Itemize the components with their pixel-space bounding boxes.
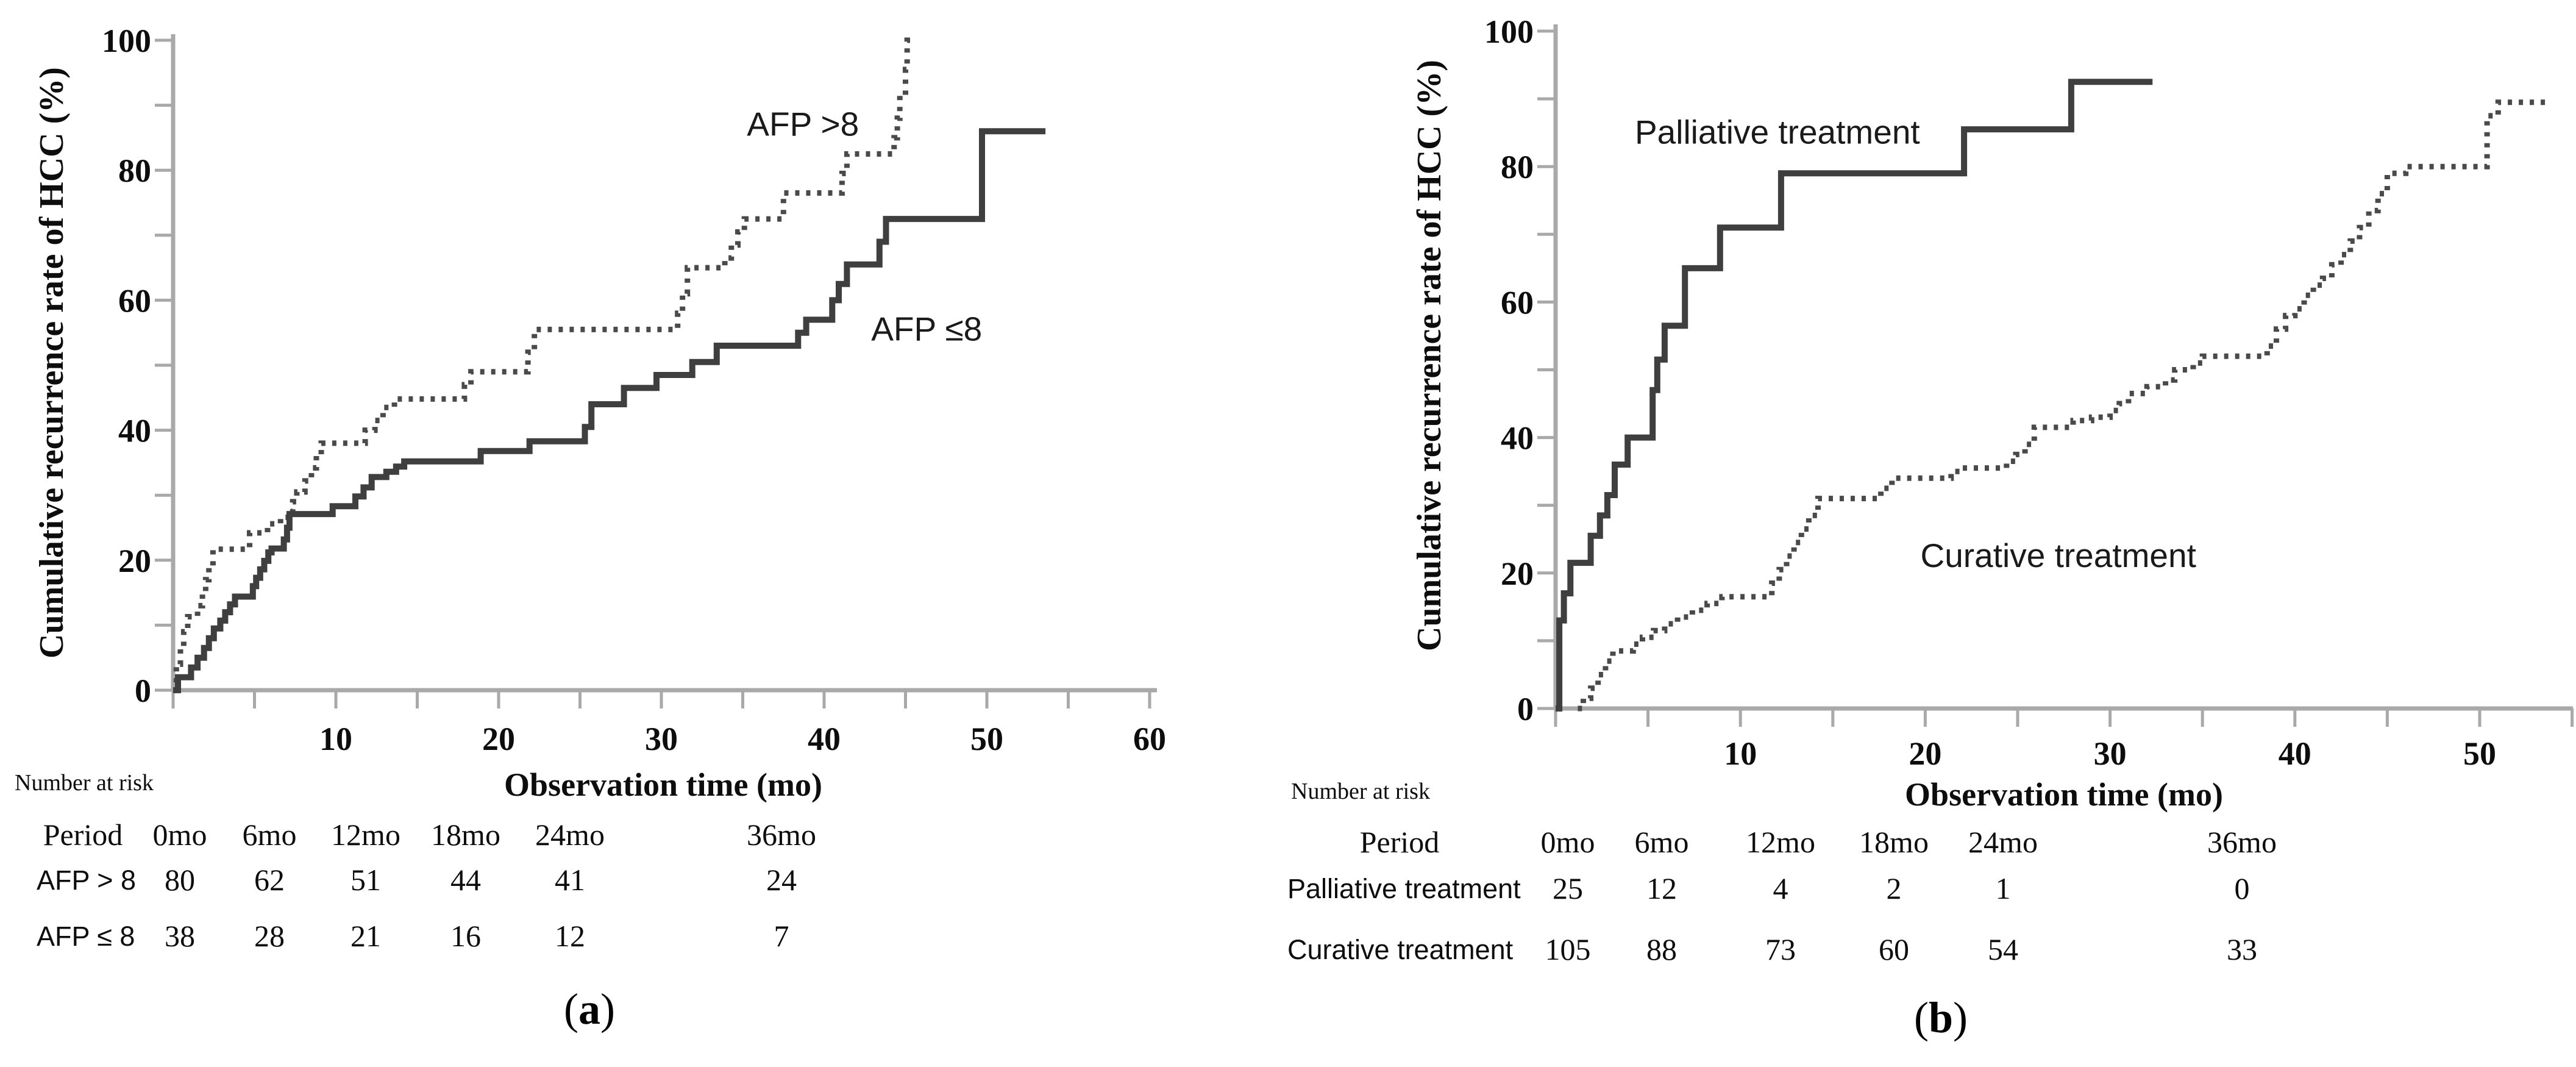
risk-table-cell: 1 — [1995, 871, 2011, 905]
x-axis-title-b: Observation time (mo) — [1905, 776, 2223, 813]
risk-table-header-cell: 0mo — [152, 818, 207, 852]
x-axis-title-a: Observation time (mo) — [504, 766, 822, 803]
x-tick-label: 20 — [1909, 735, 1941, 772]
x-tick-label: 10 — [319, 721, 352, 757]
series-inline-label: Curative treatment — [1920, 537, 2196, 574]
risk-table-cell: 16 — [450, 919, 481, 953]
x-tick-label: 30 — [2094, 735, 2127, 772]
series-inline-label: AFP ≤8 — [871, 310, 982, 348]
series-curve-dotted — [173, 37, 914, 693]
risk-table-cell: 24 — [766, 863, 797, 897]
y-tick-label: 60 — [1501, 284, 1534, 321]
risk-table-header-cell: 12mo — [331, 818, 400, 852]
risk-table-header-cell: 6mo — [1634, 825, 1689, 859]
series-inline-label: Palliative treatment — [1635, 113, 1920, 151]
risk-table-cell: 51 — [350, 863, 381, 897]
risk-table-cell: 28 — [254, 919, 285, 953]
y-tick-label: 80 — [1501, 149, 1534, 185]
risk-table-cell: 60 — [1879, 932, 1909, 966]
y-tick-label: 20 — [118, 543, 151, 579]
caption-paren: ( — [564, 985, 578, 1033]
risk-table-cell: 80 — [165, 863, 195, 897]
risk-table-cell: 54 — [1988, 932, 2018, 966]
y-tick-label: 80 — [118, 152, 151, 189]
risk-table-row-label: AFP ≤ 8 — [37, 921, 135, 952]
y-tick-label: 100 — [1484, 13, 1534, 50]
risk-table-header-cell: 36mo — [2207, 825, 2277, 859]
x-tick-label: 20 — [482, 721, 515, 757]
y-tick-label: 100 — [102, 23, 151, 59]
risk-table-header-cell: 36mo — [747, 818, 816, 852]
panel-caption-a: (a) — [516, 984, 663, 1035]
number-at-risk-label-b: Number at risk — [1291, 779, 1430, 804]
risk-table-header-cell: 18mo — [431, 818, 500, 852]
risk-table-cell: 21 — [350, 919, 381, 953]
risk-table-header-cell: 6mo — [242, 818, 297, 852]
risk-table-header-cell: 12mo — [1746, 825, 1815, 859]
caption-paren: ) — [1953, 993, 1968, 1042]
risk-table-header-cell: Period — [43, 818, 123, 852]
risk-table-cell: 41 — [555, 863, 585, 897]
risk-table-row-label: AFP > 8 — [37, 865, 137, 896]
risk-table-cell: 105 — [1545, 932, 1591, 966]
risk-table-header-cell: Period — [1359, 825, 1440, 859]
risk-table-row-label: Palliative treatment — [1287, 873, 1521, 904]
risk-table-cell: 25 — [1553, 871, 1583, 905]
caption-letter: a — [578, 985, 600, 1033]
caption-paren: ) — [600, 985, 615, 1033]
risk-table-cell: 12 — [1646, 871, 1677, 905]
risk-table-header-cell: 0mo — [1540, 825, 1595, 859]
x-tick-label: 30 — [645, 721, 678, 757]
series-curve-solid — [173, 128, 1046, 693]
x-tick-label: 40 — [808, 721, 841, 757]
risk-table-header-cell: 24mo — [535, 818, 605, 852]
series-curve-dotted — [1578, 99, 2547, 712]
y-tick-label: 60 — [118, 282, 151, 319]
number-at-risk-label-a: Number at risk — [15, 770, 154, 796]
y-tick-label: 0 — [135, 673, 151, 709]
risk-table-row-label: Curative treatment — [1287, 934, 1514, 965]
panel-caption-b: (b) — [1868, 993, 2014, 1043]
risk-table-header-cell: 18mo — [1859, 825, 1929, 859]
x-tick-label: 40 — [2279, 735, 2311, 772]
y-axis-title-b: Cumulative recurrence rate of HCC (%) — [1411, 60, 1448, 651]
risk-table-cell: 33 — [2227, 932, 2257, 966]
risk-table-cell: 7 — [774, 919, 789, 953]
x-tick-label: 50 — [970, 721, 1003, 757]
risk-table-cell: 38 — [165, 919, 195, 953]
risk-table-cell: 12 — [555, 919, 585, 953]
x-tick-label: 60 — [1133, 721, 1166, 757]
y-tick-label: 40 — [118, 413, 151, 449]
risk-table-cell: 2 — [1886, 871, 1902, 905]
y-axis-title-a: Cumulative recurrence rate of HCC (%) — [33, 67, 71, 658]
x-tick-label: 50 — [2463, 735, 2496, 772]
risk-table-cell: 4 — [1773, 871, 1788, 905]
y-tick-label: 0 — [1517, 691, 1534, 727]
series-inline-label: AFP >8 — [747, 105, 859, 143]
caption-paren: ( — [1913, 993, 1929, 1042]
risk-table-cell: 44 — [450, 863, 481, 897]
risk-table-cell: 73 — [1765, 932, 1796, 966]
risk-table-cell: 0 — [2234, 871, 2250, 905]
series-curve-solid — [1556, 79, 2153, 712]
caption-letter: b — [1928, 993, 1954, 1042]
risk-table-header-cell: 24mo — [1968, 825, 2038, 859]
risk-table-cell: 88 — [1646, 932, 1677, 966]
x-tick-label: 10 — [1724, 735, 1757, 772]
y-tick-label: 40 — [1501, 420, 1534, 457]
y-tick-label: 20 — [1501, 555, 1534, 592]
risk-table-cell: 62 — [254, 863, 285, 897]
